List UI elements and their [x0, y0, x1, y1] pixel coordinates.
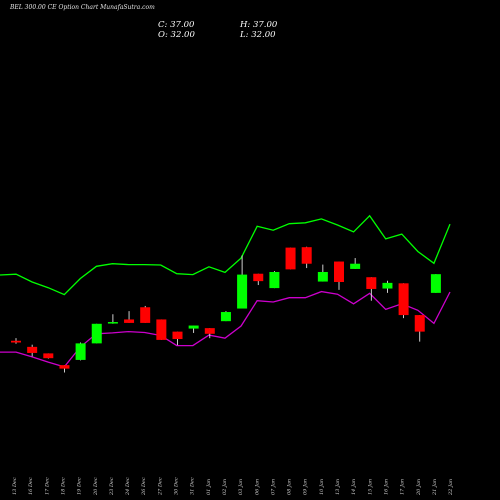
candle-body-down — [285, 247, 296, 270]
chart-title: BEL 300.00 CE Option Chart MunafaSutra.c… — [10, 4, 155, 11]
x-tick-label: 07 Jan — [270, 479, 276, 495]
candle-body-down — [43, 353, 54, 359]
candle-body-up — [91, 323, 102, 344]
candle-body-down — [366, 277, 377, 289]
x-tick-label: 13 Jan — [335, 479, 341, 495]
candle-body-down — [301, 247, 312, 264]
x-tick-label: 22 Jan — [448, 479, 454, 496]
x-tick-label: 13 Dec — [12, 477, 18, 495]
candle-body-down — [253, 273, 264, 282]
candle-body-up — [269, 271, 280, 289]
candle-body-down — [398, 283, 409, 316]
x-tick-label: 19 Dec — [77, 477, 83, 495]
x-tick-label: 23 Dec — [109, 477, 115, 496]
candle-body-up — [107, 322, 118, 324]
candle-body-down — [334, 261, 344, 282]
candle-body-down — [156, 319, 167, 340]
upper-band-line — [0, 214, 451, 296]
candle-body-down — [59, 365, 70, 369]
x-tick-label: 26 Dec — [141, 477, 147, 496]
x-tick-label: 16 Jan — [383, 479, 389, 495]
x-tick-label: 01 Jan — [206, 479, 212, 495]
x-tick-label: 30 Dec — [174, 477, 180, 495]
candle-body-up — [317, 271, 328, 282]
high-value: H: 37.00 — [240, 20, 278, 30]
close-value: C: 37.00 — [158, 20, 195, 30]
x-tick-label: 21 Jan — [432, 479, 438, 496]
x-tick-label: 27 Dec — [157, 477, 163, 496]
candle-body-down — [204, 328, 215, 334]
candle-body-up — [220, 312, 231, 322]
x-tick-label: 31 Dec — [190, 477, 196, 495]
candle-body-down — [11, 340, 21, 343]
x-tick-label: 17 Dec — [44, 477, 50, 495]
x-tick-label: 24 Dec — [125, 477, 131, 496]
open-value: O: 32.00 — [158, 30, 195, 40]
x-tick-label: 02 Jan — [222, 479, 228, 495]
candle-body-up — [382, 282, 393, 289]
candle-body-up — [430, 274, 441, 293]
x-tick-label: 17 Jan — [400, 479, 406, 495]
x-tick-label: 20 Jan — [416, 479, 422, 496]
x-tick-label: 06 Jan — [254, 479, 260, 495]
candle-body-down — [172, 331, 183, 340]
candle-body-up — [75, 343, 86, 360]
low-value: L: 32.00 — [240, 30, 276, 40]
candle-body-up — [188, 325, 199, 329]
x-tick-label: 18 Dec — [60, 477, 66, 495]
x-tick-label: 14 Jan — [351, 479, 357, 495]
candle-body-up — [237, 274, 248, 309]
candle-body-down — [124, 319, 135, 323]
lower-band-line — [0, 290, 451, 368]
x-tick-label: 09 Jan — [303, 479, 309, 495]
x-tick-label: 15 Jan — [367, 479, 373, 495]
x-tick-label: 03 Jan — [238, 479, 244, 495]
candle-body-up — [350, 263, 361, 269]
candle-body-down — [27, 346, 38, 353]
x-tick-label: 10 Jan — [319, 479, 325, 495]
candle-body-down — [140, 307, 151, 323]
x-tick-label: 20 Dec — [93, 477, 99, 496]
x-tick-label: 08 Jan — [287, 479, 293, 495]
x-tick-label: 16 Dec — [28, 477, 34, 495]
candle-body-down — [414, 315, 425, 332]
